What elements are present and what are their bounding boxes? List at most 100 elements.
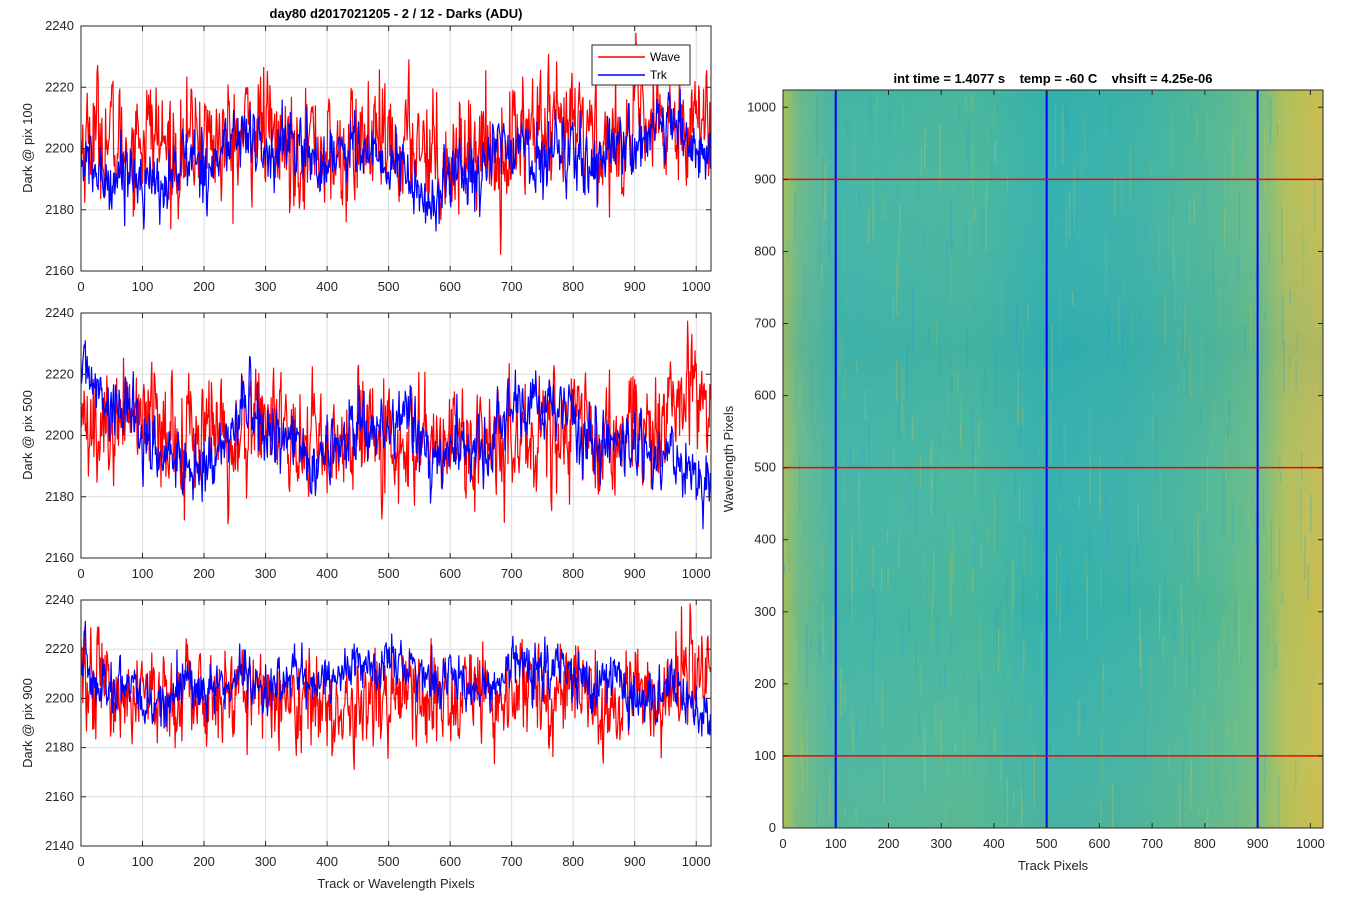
x-tick-label: 400 [316,279,338,294]
legend-label-wave: Wave [650,50,681,64]
x-tick-label: 600 [439,279,461,294]
x-tick-label: 100 [132,854,154,869]
y-axis-label: Dark @ pix 100 [20,103,35,193]
x-tick-label: 700 [501,279,523,294]
plot-lines [81,32,711,255]
y-tick-label: 900 [754,171,776,186]
x-tick-label: 700 [501,566,523,581]
axes-box [782,89,1324,829]
legend-box [591,44,691,86]
chart-title: int time = 1.4077 s temp = -60 C vhsift … [893,71,1212,86]
series-line-trk [81,340,711,530]
x-tick-label: 900 [624,566,646,581]
y-tick-label: 600 [754,388,776,403]
x-tick-label: 200 [193,566,215,581]
x-tick-label: 600 [439,854,461,869]
x-tick-label: 500 [378,854,400,869]
y-tick-label: 2180 [45,740,74,755]
x-tick-label: 1000 [682,279,711,294]
series-line-trk [81,620,711,737]
y-tick-label: 2200 [45,690,74,705]
y-tick-label: 300 [754,604,776,619]
x-tick-label: 0 [779,836,786,851]
y-tick-label: 2200 [45,141,74,156]
y-tick-label: 2140 [45,838,74,853]
x-tick-label: 800 [562,854,584,869]
chart-title: day80 d2017021205 - 2 / 12 - Darks (ADU) [270,6,523,21]
x-tick-label: 700 [1141,836,1163,851]
x-tick-label: 500 [378,279,400,294]
x-tick-label: 900 [624,279,646,294]
x-axis-label: Track Pixels [1018,858,1089,873]
x-tick-label: 400 [316,566,338,581]
x-tick-label: 1000 [682,854,711,869]
x-tick-label: 1000 [682,566,711,581]
chart-middle: 0 100 200 300 400 500 600 700 800 900 1000 2160 2180… [20,305,712,581]
x-tick-label: 600 [439,566,461,581]
y-axis-label: Wavelength Pixels [721,405,736,512]
y-tick-label: 400 [754,532,776,547]
x-tick-label: 400 [316,854,338,869]
x-tick-label: 300 [255,566,277,581]
y-tick-label: 100 [754,748,776,763]
x-tick-label: 400 [983,836,1005,851]
y-tick-label: 500 [754,460,776,475]
x-tick-label: 1000 [1296,836,1325,851]
y-tick-label: 200 [754,676,776,691]
x-tick-label: 800 [562,566,584,581]
x-tick-label: 100 [825,836,847,851]
x-tick-label: 200 [878,836,900,851]
x-tick-label: 100 [132,566,154,581]
y-tick-label: 2240 [45,18,74,33]
y-tick-label: 2160 [45,789,74,804]
x-tick-label: 0 [77,566,84,581]
ticks: 0 100 200 300 400 500 600 700 800 900 1000 2160 2180… [45,18,711,294]
ticks: 0 100 200 300 400 500 600 700 800 900 1000 2140 2160… [45,592,711,869]
chart-bottom: 0 100 200 300 400 500 600 700 800 900 1000 2140 2160… [20,592,712,891]
y-tick-label: 800 [754,243,776,258]
x-tick-label: 500 [378,566,400,581]
series-line-trk [81,88,711,232]
chart-image: 0 100 200 300 400 500 600 700 800 900 1000 0 100 200 3… [721,71,1325,873]
x-tick-label: 600 [1089,836,1111,851]
y-tick-label: 1000 [747,99,776,114]
y-tick-label: 2220 [45,641,74,656]
y-tick-label: 2180 [45,489,74,504]
y-tick-label: 0 [769,820,776,835]
x-tick-label: 100 [132,279,154,294]
y-axis-label: Dark @ pix 500 [20,390,35,480]
x-tick-label: 200 [193,854,215,869]
ticks: 0 100 200 300 400 500 600 700 800 900 1000 0 100 200 3… [747,90,1325,851]
y-tick-label: 700 [754,316,776,331]
legend-label-trk: Trk [650,68,668,82]
y-tick-label: 2160 [45,263,74,278]
plot-lines [81,603,711,771]
y-tick-label: 2240 [45,592,74,607]
axes-box [80,599,712,847]
x-tick-label: 300 [255,854,277,869]
x-tick-label: 200 [193,279,215,294]
x-tick-label: 800 [562,279,584,294]
x-tick-label: 0 [77,854,84,869]
x-tick-label: 0 [77,279,84,294]
y-tick-label: 2160 [45,550,74,565]
legend: Wave Trk [591,44,691,86]
y-tick-label: 2220 [45,366,74,381]
y-tick-label: 2180 [45,202,74,217]
x-tick-label: 800 [1194,836,1216,851]
x-axis-label: Track or Wavelength Pixels [317,876,475,891]
x-tick-label: 300 [255,279,277,294]
plot-lines [81,320,711,530]
x-tick-label: 900 [624,854,646,869]
x-tick-label: 500 [1036,836,1058,851]
y-tick-label: 2220 [45,79,74,94]
y-tick-label: 2240 [45,305,74,320]
x-tick-label: 700 [501,854,523,869]
chart-top: 0 100 200 300 400 500 600 700 800 900 1000 2160 2180… [20,6,712,294]
x-tick-label: 900 [1247,836,1269,851]
series-line-wave [81,603,711,771]
y-tick-label: 2200 [45,428,74,443]
y-axis-label: Dark @ pix 900 [20,678,35,768]
heatmap-shade [783,90,1323,828]
